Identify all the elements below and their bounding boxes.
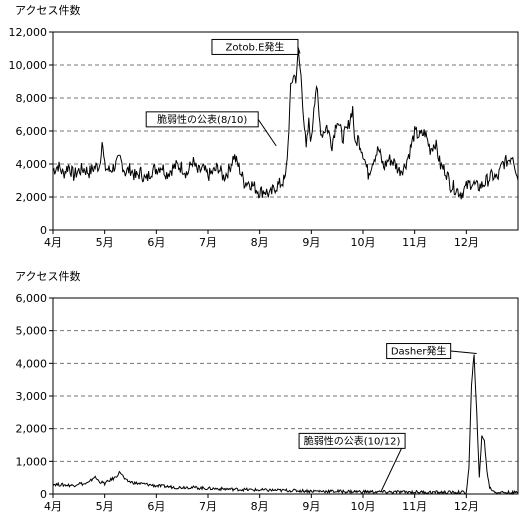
x-tick-label: 11月	[402, 500, 427, 513]
x-tick-label: 6月	[147, 500, 165, 513]
y-tick-label: 3,000	[16, 390, 48, 403]
y-tick-label: 0	[40, 488, 47, 501]
annotation-box	[386, 343, 452, 360]
plot-frame	[52, 31, 519, 231]
x-tick-label: 5月	[96, 236, 114, 249]
y-tick-label: 8,000	[16, 92, 48, 105]
y-tick-label: 2,000	[16, 191, 48, 204]
x-tick-label: 4月	[44, 500, 62, 513]
annotation-label: Zotob.E発生	[226, 40, 285, 53]
annotation-pointer	[380, 440, 406, 492]
y-tick-label: 4,000	[16, 357, 48, 370]
y-tick-label: 0	[40, 224, 47, 237]
x-tick-label: 7月	[199, 236, 217, 249]
annotation-label: 脆弱性の公表(8/10)	[157, 113, 247, 126]
x-tick-label: 9月	[302, 500, 320, 513]
annotation-box	[298, 432, 406, 449]
annotation-label: 脆弱性の公表(10/12)	[304, 434, 401, 447]
x-tick-label: 8月	[251, 500, 269, 513]
y-tick-label: 5,000	[16, 325, 48, 338]
y-tick-label: 1,000	[16, 455, 48, 468]
chart-top: アクセス件数 0 2,000 4,000 6,000 8,000 10,000 12,000 4…	[9, 4, 519, 249]
x-tick-label: 6月	[147, 236, 165, 249]
x-tick-label: 12月	[454, 236, 479, 249]
y-axis-label: アクセス件数	[15, 270, 80, 283]
x-tick-label: 11月	[402, 236, 427, 249]
y-tick-label: 10,000	[9, 59, 48, 72]
x-tick-label: 5月	[96, 500, 114, 513]
x-tick-label: 8月	[251, 236, 269, 249]
y-tick-label: 6,000	[16, 292, 48, 305]
annotation-box	[145, 111, 259, 128]
annotation-box	[211, 38, 299, 55]
y-axis-label: アクセス件数	[15, 4, 80, 17]
y-tick-label: 12,000	[9, 26, 48, 39]
x-tick-label: 9月	[302, 236, 320, 249]
x-tick-label: 10月	[351, 500, 376, 513]
x-tick-label: 4月	[44, 236, 62, 249]
x-tick-label: 10月	[351, 236, 376, 249]
annotation-pointer	[450, 350, 477, 355]
annotation-pointer	[257, 119, 277, 147]
y-tick-label: 4,000	[16, 158, 48, 171]
y-tick-label: 6,000	[16, 125, 48, 138]
x-tick-label: 7月	[199, 500, 217, 513]
x-tick-label: 12月	[454, 500, 479, 513]
annotation-label: Dasher発生	[391, 345, 447, 358]
plot-frame	[52, 297, 519, 495]
series-line	[52, 50, 519, 200]
y-tick-label: 2,000	[16, 423, 48, 436]
series-line	[52, 354, 519, 496]
chart-bottom: アクセス件数 0 1,000 2,000 3,000 4,000 5,000 6,000 4月 5…	[15, 270, 519, 513]
